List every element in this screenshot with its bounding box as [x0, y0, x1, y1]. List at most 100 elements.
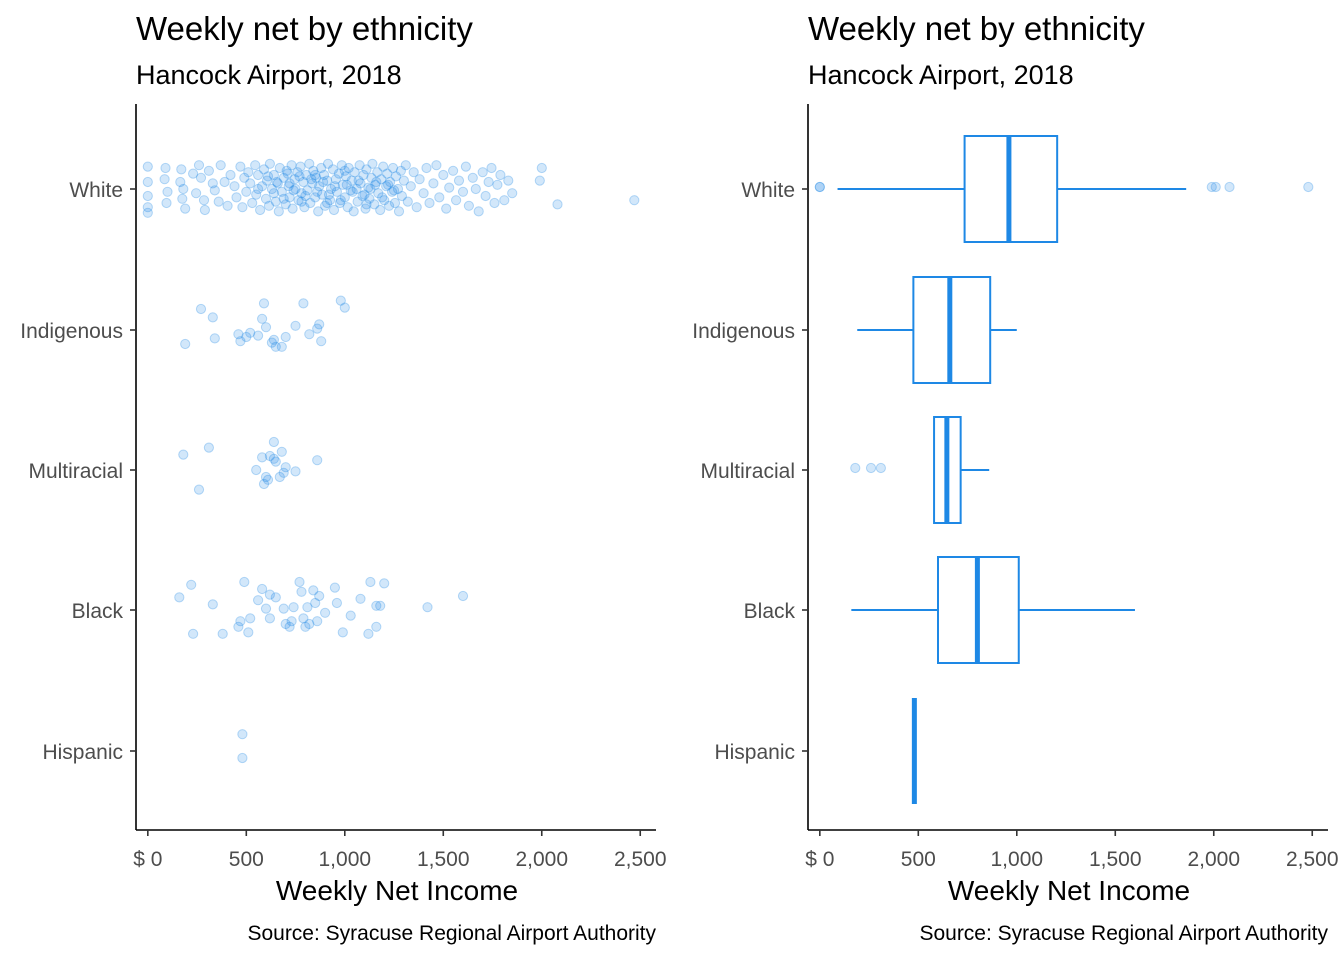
data-point	[359, 189, 370, 200]
data-point	[270, 196, 281, 207]
left-x-tick-label: 1,000	[319, 848, 372, 871]
data-point	[483, 176, 494, 188]
data-point	[318, 176, 329, 188]
right-y-tick-label: Black	[744, 600, 796, 623]
data-point	[314, 319, 325, 330]
data-point	[298, 613, 309, 624]
data-point	[286, 160, 297, 171]
data-point	[294, 576, 305, 588]
data-point	[245, 327, 256, 338]
left-y-tick-label: Multiracial	[28, 460, 123, 483]
data-point	[266, 183, 277, 195]
data-point	[337, 627, 348, 638]
data-point	[231, 192, 242, 203]
right-chart-caption: Source: Syracuse Regional Airport Author…	[919, 922, 1328, 945]
data-point	[241, 186, 252, 197]
data-point	[301, 169, 312, 181]
data-point	[396, 190, 407, 202]
data-point	[333, 168, 344, 179]
data-point	[258, 478, 270, 490]
data-point	[414, 174, 425, 185]
data-point	[253, 169, 264, 181]
data-point	[421, 162, 432, 174]
data-point	[243, 627, 254, 638]
data-point	[142, 176, 153, 188]
data-point	[263, 200, 275, 211]
left-x-axis-label: Weekly Net Income	[276, 875, 518, 906]
data-point	[241, 331, 252, 343]
data-point	[383, 179, 394, 190]
data-point	[198, 195, 210, 206]
data-point	[213, 196, 224, 207]
data-point	[239, 576, 250, 588]
data-point	[330, 174, 341, 185]
data-point	[290, 183, 301, 195]
data-point	[441, 203, 452, 214]
data-point	[316, 336, 327, 347]
data-point	[375, 204, 386, 216]
data-point	[319, 169, 330, 181]
data-point	[363, 182, 374, 193]
data-point	[334, 197, 345, 209]
data-point	[470, 183, 481, 195]
data-point	[276, 186, 287, 197]
left-x-tick-label: $ 0	[133, 848, 162, 871]
data-point	[352, 196, 363, 207]
left-x-tick-label: 2,500	[614, 848, 667, 871]
data-point	[336, 160, 347, 171]
data-point	[203, 442, 214, 453]
data-point	[552, 199, 563, 210]
data-point	[207, 178, 218, 189]
data-point	[286, 616, 297, 627]
data-point	[276, 341, 287, 352]
data-point	[225, 169, 236, 181]
data-point	[262, 474, 274, 485]
data-point	[142, 190, 153, 202]
data-point	[372, 167, 383, 178]
data-point	[467, 172, 478, 183]
data-point	[480, 190, 491, 202]
left-x-tick-label: 2,000	[515, 848, 568, 871]
data-point	[302, 185, 313, 196]
data-point	[390, 171, 402, 182]
data-point	[215, 160, 226, 171]
data-point	[262, 171, 274, 182]
data-point	[233, 329, 244, 340]
data-point	[270, 592, 281, 603]
data-point	[507, 188, 518, 199]
data-point	[253, 330, 264, 341]
data-point	[209, 333, 220, 344]
right-y-tick-label: Indigenous	[692, 320, 795, 343]
data-point	[398, 175, 409, 186]
data-point	[328, 204, 340, 216]
data-point	[159, 174, 170, 185]
data-point	[239, 172, 250, 183]
data-point	[258, 298, 270, 309]
data-point	[199, 204, 210, 216]
data-point	[304, 329, 315, 340]
left-x-tick-label: 500	[229, 848, 264, 871]
data-point	[384, 200, 395, 211]
data-point	[343, 162, 354, 174]
right-y-tick-label: Multiracial	[700, 460, 795, 483]
data-point	[341, 179, 352, 190]
data-point	[371, 621, 382, 632]
box-outlier	[1206, 181, 1217, 193]
data-point	[375, 600, 386, 611]
data-point	[460, 161, 471, 172]
data-point	[270, 456, 281, 467]
right-x-tick-label: 1,000	[991, 848, 1044, 871]
data-point	[369, 199, 380, 210]
data-point	[300, 621, 311, 632]
data-point	[290, 320, 301, 331]
data-point	[257, 452, 268, 463]
data-point	[424, 197, 435, 209]
data-point	[371, 176, 382, 188]
data-point	[411, 202, 422, 213]
data-point	[365, 576, 376, 588]
right-x-axis-label: Weekly Net Income	[948, 875, 1190, 906]
data-point	[354, 160, 365, 171]
data-point	[351, 183, 362, 195]
data-point	[492, 179, 503, 190]
